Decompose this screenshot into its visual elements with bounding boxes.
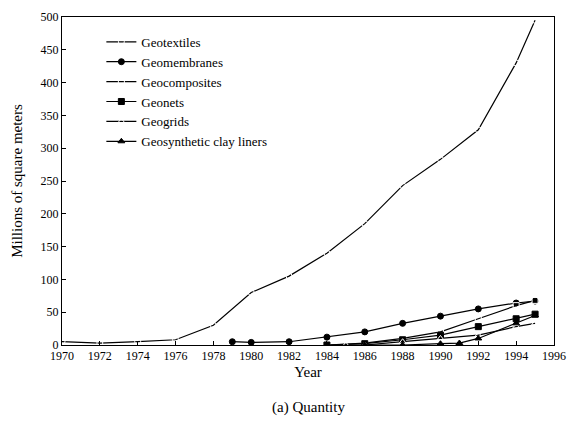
svg-text:0: 0 (53, 338, 59, 352)
svg-text:1978: 1978 (201, 349, 225, 363)
svg-text:200: 200 (41, 207, 59, 221)
svg-text:Year: Year (294, 364, 322, 380)
svg-text:1970: 1970 (50, 349, 74, 363)
svg-text:Geogrids: Geogrids (141, 114, 189, 129)
svg-text:Geosynthetic clay liners: Geosynthetic clay liners (141, 134, 267, 149)
svg-text:350: 350 (41, 109, 59, 123)
svg-text:450: 450 (41, 43, 59, 57)
svg-text:100: 100 (41, 273, 59, 287)
svg-text:1974: 1974 (126, 349, 150, 363)
svg-text:1990: 1990 (428, 349, 452, 363)
svg-text:Geomembranes: Geomembranes (141, 55, 223, 70)
svg-text:1984: 1984 (315, 349, 339, 363)
svg-text:1994: 1994 (504, 349, 528, 363)
svg-text:Millions of square meters: Millions of square meters (9, 104, 25, 258)
svg-text:50: 50 (47, 305, 59, 319)
svg-text:300: 300 (41, 141, 59, 155)
svg-text:Geotextiles: Geotextiles (141, 35, 200, 50)
svg-text:Geocomposites: Geocomposites (141, 75, 221, 90)
svg-text:1986: 1986 (353, 349, 377, 363)
svg-text:1982: 1982 (277, 349, 301, 363)
svg-text:500: 500 (41, 10, 59, 24)
svg-text:1976: 1976 (164, 349, 188, 363)
svg-text:400: 400 (41, 76, 59, 90)
svg-text:(a) Quantity: (a) Quantity (272, 399, 345, 416)
svg-text:1988: 1988 (391, 349, 415, 363)
svg-text:250: 250 (41, 174, 59, 188)
svg-text:150: 150 (41, 240, 59, 254)
svg-text:1972: 1972 (88, 349, 112, 363)
svg-text:1996: 1996 (542, 349, 566, 363)
svg-text:1992: 1992 (466, 349, 490, 363)
svg-text:Geonets: Geonets (141, 95, 184, 110)
svg-text:1980: 1980 (239, 349, 263, 363)
